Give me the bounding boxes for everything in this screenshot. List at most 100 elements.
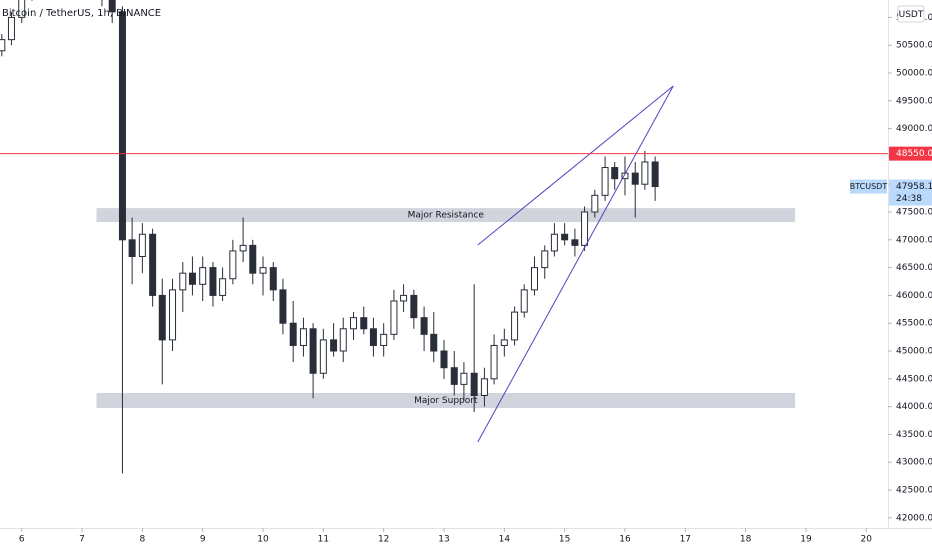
x-tick-label: 14 (499, 535, 511, 545)
candle-body (18, 0, 26, 18)
symbol-label: BTCUSDT (850, 182, 888, 191)
zone (96, 392, 796, 409)
countdown-label: 24:38 (896, 194, 922, 204)
last-price-label: 47958.11 (896, 182, 932, 192)
y-tick-label: 42000.00 (896, 513, 932, 523)
candle-body (541, 250, 549, 269)
candle-body (360, 317, 368, 330)
y-tick-label: 44000.00 (896, 402, 932, 412)
candle-body (460, 372, 468, 385)
candle-body (440, 350, 448, 369)
candle-body (641, 161, 649, 185)
candle-body (420, 317, 428, 335)
candle-body (249, 244, 257, 274)
candle-body (530, 267, 538, 291)
candle-body (631, 172, 639, 185)
candle-body (350, 317, 358, 330)
x-tick-label: 18 (740, 535, 752, 545)
x-tick-label: 9 (200, 535, 206, 545)
candle-body (410, 294, 418, 319)
candle-body (450, 367, 458, 385)
chart-title: Bitcoin / TetherUS, 1h, BINANCE (2, 8, 161, 19)
zone-label: Major Resistance (408, 211, 485, 221)
last-price-badge (889, 179, 932, 206)
candle-body (490, 344, 498, 380)
candle-body (611, 167, 619, 180)
y-tick-label: 43500.00 (896, 430, 932, 440)
candle-body (138, 233, 146, 257)
candle-body (400, 294, 408, 302)
candle-body (179, 272, 187, 291)
y-tick-label: 42500.00 (896, 486, 932, 496)
x-tick-label: 17 (680, 535, 691, 545)
candle-body (390, 300, 398, 335)
x-tick-label: 13 (438, 535, 449, 545)
candle-body (309, 328, 317, 374)
candle-body (149, 233, 157, 296)
candle-body (239, 244, 247, 252)
symbol-badge (850, 179, 887, 194)
y-tick-label: 49500.00 (896, 96, 932, 106)
x-tick-label: 12 (378, 535, 389, 545)
y-tick-label: 43000.00 (896, 458, 932, 468)
y-tick-label: 50000.00 (896, 69, 932, 79)
x-tick-label: 7 (79, 535, 85, 545)
y-tick-label: 45000.00 (896, 347, 932, 357)
wedge-line (477, 85, 674, 443)
plot-area: Major Resistance Major Support (0, 0, 888, 474)
candle-body (108, 0, 116, 13)
y-tick-label: 46000.00 (896, 291, 932, 301)
y-tick-label: 45500.00 (896, 319, 932, 329)
wedge-line (477, 85, 674, 246)
x-tick-label: 6 (19, 535, 25, 545)
currency-label[interactable]: USDT (899, 10, 924, 20)
y-tick-label: 44500.00 (896, 374, 932, 384)
y-tick-label: 47500.00 (896, 208, 932, 218)
candle-body (229, 250, 237, 280)
candle-body (7, 16, 15, 41)
x-tick-label: 16 (619, 535, 631, 545)
x-tick-label: 10 (257, 535, 269, 545)
y-tick-label: 46500.00 (896, 263, 932, 273)
candle-body (289, 322, 297, 346)
x-tick-label: 8 (140, 535, 146, 545)
candle-body (128, 239, 136, 257)
candle-body (581, 211, 589, 246)
candle-body (500, 339, 508, 346)
candle-body (219, 278, 227, 296)
candle-body (330, 339, 338, 352)
y-tick-label: 50500.00 (896, 41, 932, 51)
candle-body (209, 267, 217, 296)
y-tick-label: 49000.00 (896, 124, 932, 134)
candle-body (339, 328, 347, 352)
currency-box[interactable] (897, 5, 925, 23)
axes: 42000.00 42500.00 43000.00 43500.00 44000.00… (19, 13, 932, 545)
candle-body (0, 39, 6, 52)
candle-body (279, 289, 287, 324)
candle-body (470, 372, 478, 396)
candle-body (319, 339, 327, 374)
candle-body (380, 333, 388, 346)
x-tick-label: 11 (318, 535, 329, 545)
candle-body (199, 267, 207, 285)
candle-body (571, 239, 579, 246)
candle-body (651, 161, 659, 188)
candle-body (601, 167, 609, 196)
candle-body (269, 267, 277, 291)
candle-body (169, 289, 177, 341)
candle-body (561, 233, 569, 241)
candle-body (188, 272, 196, 285)
x-tick-label: 15 (559, 535, 570, 545)
x-tick-label: 20 (861, 535, 873, 545)
candle-body (480, 378, 488, 396)
candle-body (158, 294, 166, 341)
candle-body (511, 311, 519, 341)
candle-body (430, 333, 438, 352)
y-tick-label: 47000.00 (896, 235, 932, 245)
candle-body (118, 11, 126, 241)
candle-body (369, 328, 377, 346)
zone-label: Major Support (414, 396, 478, 406)
candle-body (550, 233, 558, 252)
